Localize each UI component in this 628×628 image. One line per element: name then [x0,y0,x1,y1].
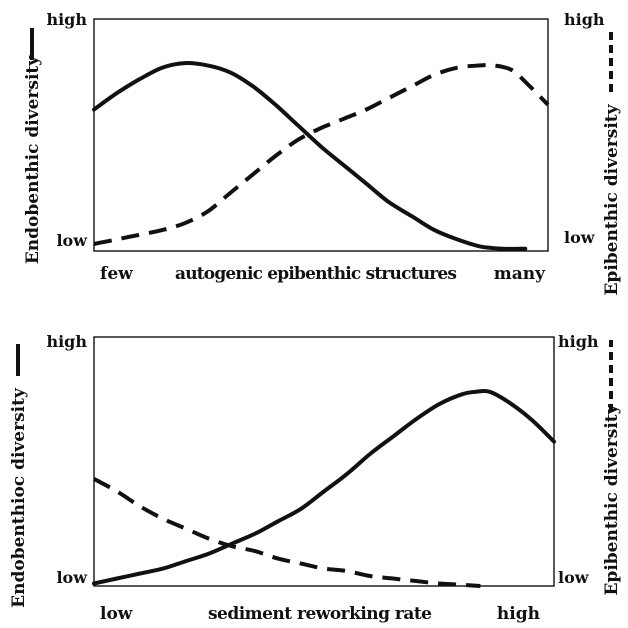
top-left-low-label: low [56,231,88,250]
top-left-high-label: high [46,10,87,29]
top-x-high-label: many [494,264,546,284]
bottom-left-axis-title-group: Endobenthioc diversity [9,344,29,608]
top-left-axis-title: Endobenthic diversity [23,55,43,264]
bottom-endobenthic-curve [92,388,556,586]
bottom-right-high-label: high [558,332,599,351]
top-plot-frame [93,18,549,252]
bottom-x-high-label: high [497,604,540,624]
top-plot-area [92,61,550,251]
bottom-panel: high low high low low sediment reworking… [9,332,622,624]
top-right-axis-title-group: Epibenthic diversity [602,28,622,296]
top-x-axis-title: autogenic epibenthic structures [175,264,457,284]
bottom-left-high-label: high [46,332,87,351]
top-left-axis-title-group: Endobenthic diversity [23,28,43,264]
bottom-plot-area [92,388,556,588]
bottom-right-low-label: low [558,568,590,587]
top-epibenthic-curve [93,62,550,246]
bottom-left-low-label: low [56,568,88,587]
bottom-epibenthic-curve [93,477,481,588]
top-x-low-label: few [100,264,133,284]
top-endobenthic-curve [92,61,528,251]
bottom-x-axis-title: sediment reworking rate [208,604,432,624]
top-right-axis-title: Epibenthic diversity [602,103,622,295]
bottom-plot-frame [93,336,555,587]
top-panel: high low high low few autogenic epibenth… [23,10,622,296]
bottom-right-axis-title: Epibenthic diversity [602,403,622,595]
top-right-high-label: high [564,10,605,29]
bottom-left-axis-title: Endobenthioc diversity [9,387,29,608]
bottom-x-low-label: low [100,604,133,624]
top-right-low-label: low [564,228,596,247]
bottom-right-axis-title-group: Epibenthic diversity [602,340,622,596]
